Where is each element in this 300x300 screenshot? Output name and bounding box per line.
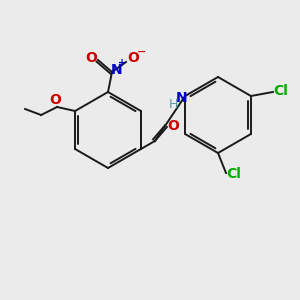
Text: O: O [85,51,97,65]
Text: O: O [167,119,179,133]
Text: Cl: Cl [226,167,242,181]
Text: Cl: Cl [274,84,288,98]
Text: N: N [111,63,123,77]
Text: N: N [175,91,187,105]
Text: −: − [137,47,147,57]
Text: H: H [168,98,178,112]
Text: +: + [118,58,126,68]
Text: O: O [49,93,61,107]
Text: O: O [127,51,139,65]
